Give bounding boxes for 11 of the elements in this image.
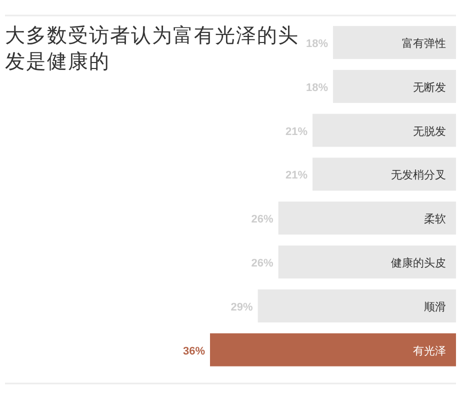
y-tick-label: 有光泽: [413, 344, 446, 358]
y-tick-label: 健康的头皮: [391, 256, 446, 270]
y-tick-label: 富有弹性: [402, 37, 446, 50]
y-tick-label: 柔软: [424, 212, 446, 226]
y-tick-label: 无发梢分叉: [391, 168, 446, 182]
y-tick-label: 顺滑: [424, 300, 446, 314]
y-tick-label: 无脱发: [413, 124, 446, 138]
bar: [210, 333, 456, 366]
data-label: 36%: [182, 345, 206, 358]
y-tick-label: 无断发: [413, 80, 446, 94]
text: 大多数受访者认为富有光泽的头发是健康的: [5, 22, 300, 74]
